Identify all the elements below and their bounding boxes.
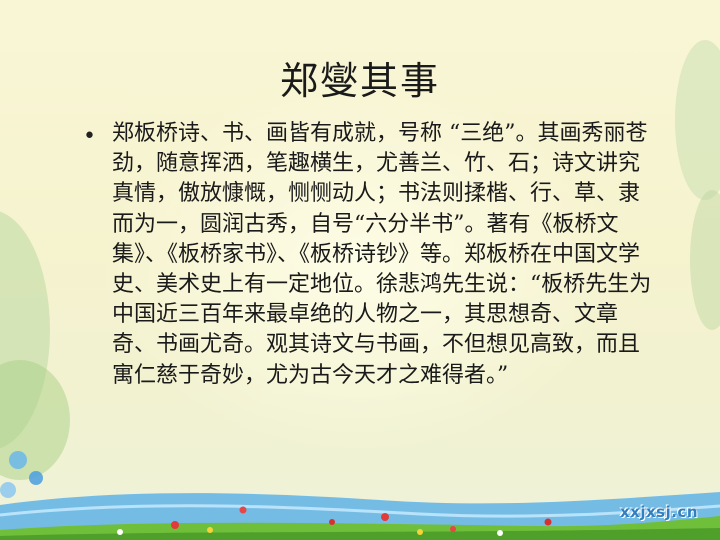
red-flower (381, 513, 389, 521)
red-flower (239, 506, 247, 514)
blue-flower (0, 482, 16, 498)
red-flower (450, 526, 456, 532)
bullet-text: 郑板桥诗、书、画皆有成就，号称 “三绝”。其画秀丽苍劲，随意挥洒，笔趣横生，尤善… (112, 121, 652, 388)
red-flower (171, 521, 179, 529)
watermark-logo: xxjxsj.cn (620, 503, 699, 521)
grass-field-dark (0, 528, 720, 540)
background-glow (100, 80, 620, 460)
white-flower (117, 529, 123, 535)
water-highlight (0, 504, 720, 518)
tree-foliage-left-2 (0, 360, 70, 480)
white-flower (497, 530, 503, 536)
tree-foliage-right (675, 40, 720, 200)
yellow-flower (417, 529, 423, 535)
red-flower (329, 519, 335, 525)
slide-title: 郑燮其事 (279, 59, 440, 103)
tree-foliage-right-2 (690, 190, 720, 330)
yellow-flower (207, 527, 213, 533)
red-flower (544, 518, 552, 526)
bullet-point: • (83, 124, 96, 149)
blue-flower (9, 451, 27, 469)
blue-flower (29, 471, 43, 485)
